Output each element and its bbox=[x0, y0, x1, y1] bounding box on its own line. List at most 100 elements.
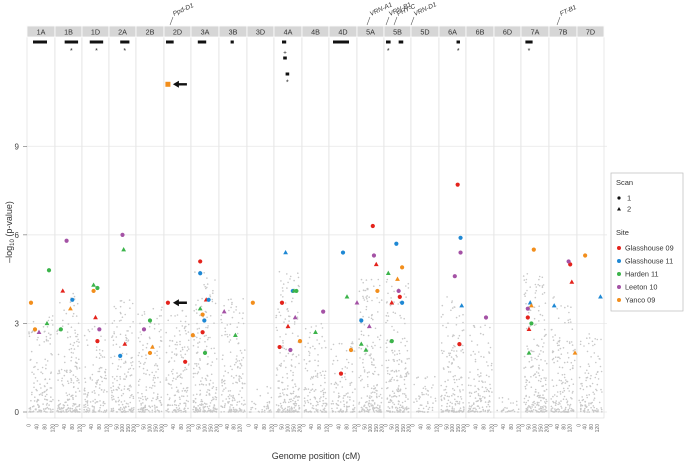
background-marker bbox=[400, 360, 403, 362]
background-marker bbox=[93, 411, 96, 413]
background-marker bbox=[482, 396, 484, 398]
background-marker bbox=[453, 306, 456, 308]
x-tick-label-1B-40: 40 bbox=[62, 424, 68, 430]
background-marker bbox=[84, 393, 87, 395]
background-marker bbox=[98, 387, 101, 389]
background-marker bbox=[200, 380, 202, 382]
background-marker bbox=[156, 354, 158, 357]
background-marker bbox=[195, 363, 198, 365]
background-marker bbox=[332, 410, 335, 413]
background-marker bbox=[139, 362, 142, 365]
background-marker bbox=[368, 316, 370, 319]
background-marker bbox=[546, 362, 548, 365]
background-marker bbox=[120, 389, 123, 392]
background-marker bbox=[181, 390, 184, 392]
background-marker bbox=[396, 389, 398, 391]
background-marker bbox=[570, 408, 573, 410]
background-marker bbox=[288, 409, 291, 412]
background-marker bbox=[330, 403, 333, 405]
background-marker bbox=[224, 330, 227, 333]
background-marker bbox=[125, 341, 128, 344]
background-marker bbox=[594, 376, 597, 379]
background-marker bbox=[177, 409, 179, 411]
background-marker bbox=[37, 336, 39, 339]
background-marker bbox=[392, 395, 395, 398]
background-marker bbox=[221, 384, 224, 387]
background-marker bbox=[220, 411, 222, 413]
background-marker bbox=[534, 283, 537, 286]
background-marker bbox=[229, 323, 232, 326]
background-marker bbox=[316, 339, 318, 341]
y-tick-label-6: 6 bbox=[15, 231, 20, 240]
background-marker bbox=[118, 404, 120, 406]
background-marker bbox=[368, 371, 370, 373]
background-marker bbox=[407, 398, 409, 400]
background-marker bbox=[236, 332, 239, 335]
background-marker bbox=[281, 411, 283, 413]
background-marker bbox=[34, 377, 37, 379]
background-marker bbox=[112, 409, 115, 412]
background-marker bbox=[180, 373, 182, 375]
background-marker bbox=[76, 377, 79, 380]
background-marker bbox=[353, 410, 356, 413]
background-marker bbox=[592, 391, 594, 394]
background-marker bbox=[566, 400, 569, 403]
arrow-icon-1 bbox=[172, 299, 187, 307]
background-marker bbox=[373, 402, 376, 404]
background-marker bbox=[153, 381, 156, 384]
background-marker bbox=[485, 406, 488, 408]
qtl-bar-1D-2 bbox=[89, 40, 104, 44]
background-marker bbox=[240, 409, 243, 411]
background-marker bbox=[199, 403, 201, 406]
point-yanco-09-5 bbox=[150, 344, 155, 349]
background-marker bbox=[478, 380, 480, 383]
background-marker bbox=[33, 405, 35, 407]
background-marker bbox=[470, 384, 472, 387]
background-marker bbox=[341, 343, 343, 345]
x-tick-label-3B-0: 0 bbox=[219, 424, 225, 427]
background-marker bbox=[237, 342, 240, 344]
background-marker bbox=[60, 407, 63, 409]
background-marker bbox=[379, 334, 382, 337]
background-marker bbox=[534, 402, 536, 405]
background-marker bbox=[113, 331, 115, 333]
background-marker bbox=[132, 321, 134, 323]
background-marker bbox=[306, 369, 309, 372]
point-leeton-10-11 bbox=[366, 323, 372, 329]
background-marker bbox=[169, 339, 171, 342]
qtl-bar-5B-9 bbox=[386, 40, 391, 44]
background-marker bbox=[336, 404, 339, 406]
background-marker bbox=[226, 324, 229, 326]
background-marker bbox=[314, 396, 316, 399]
background-marker bbox=[349, 384, 352, 386]
background-marker bbox=[601, 411, 603, 413]
background-marker bbox=[538, 284, 541, 287]
background-marker bbox=[303, 411, 306, 413]
background-marker bbox=[311, 388, 314, 391]
background-marker bbox=[287, 385, 289, 387]
background-marker bbox=[361, 378, 363, 381]
background-marker bbox=[78, 341, 80, 344]
background-marker bbox=[106, 390, 108, 393]
background-marker bbox=[461, 329, 464, 332]
background-marker bbox=[309, 352, 311, 354]
background-marker bbox=[317, 364, 319, 367]
background-marker bbox=[461, 410, 464, 413]
background-marker bbox=[364, 401, 367, 404]
background-marker bbox=[304, 346, 307, 348]
background-marker bbox=[530, 349, 533, 352]
strip-label-1B: 1B bbox=[64, 27, 73, 36]
background-marker bbox=[138, 400, 141, 402]
background-marker bbox=[442, 367, 445, 369]
background-marker bbox=[376, 297, 378, 299]
background-marker bbox=[555, 410, 558, 413]
point-yanco-09-12 bbox=[375, 288, 380, 294]
background-marker bbox=[453, 389, 456, 392]
background-marker bbox=[290, 407, 293, 409]
background-marker bbox=[160, 396, 162, 399]
background-marker bbox=[167, 411, 170, 413]
background-marker bbox=[93, 325, 96, 328]
background-marker bbox=[214, 302, 217, 305]
background-marker bbox=[93, 390, 96, 392]
background-marker bbox=[458, 411, 461, 413]
